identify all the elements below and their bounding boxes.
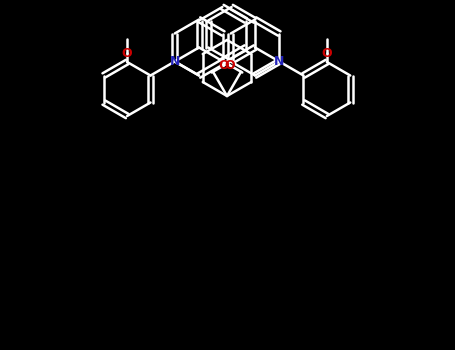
- Text: N: N: [274, 55, 284, 68]
- Text: N: N: [170, 55, 180, 68]
- Text: O: O: [218, 59, 229, 72]
- Text: O: O: [225, 59, 236, 72]
- Text: O: O: [122, 47, 132, 60]
- Text: O: O: [322, 47, 332, 60]
